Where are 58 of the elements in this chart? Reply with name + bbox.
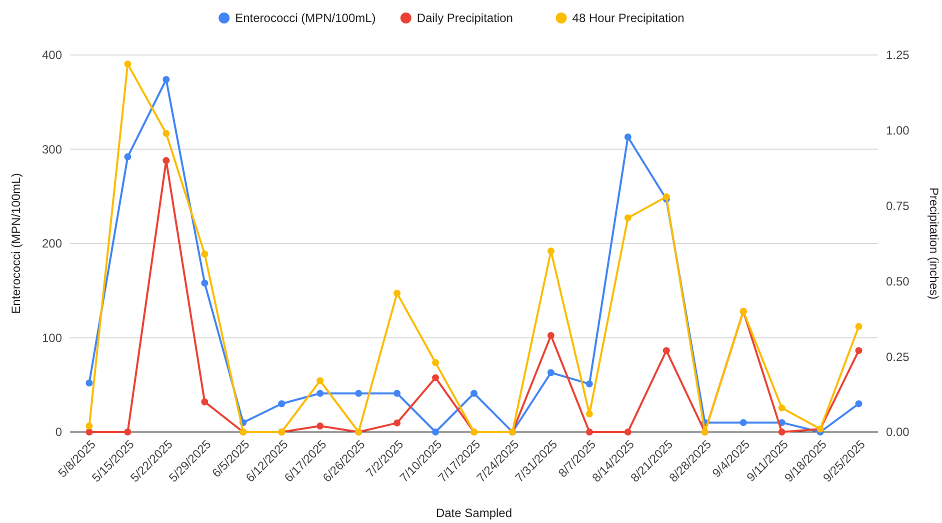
y2-tick-label: 1.25 (886, 48, 910, 62)
point (162, 157, 170, 164)
point (86, 422, 93, 430)
point (201, 280, 208, 287)
point (86, 379, 93, 386)
point (432, 359, 440, 366)
point (547, 248, 554, 255)
point (662, 193, 670, 200)
y2-tick-label: 0.25 (886, 350, 910, 364)
y-tick-label: 100 (42, 330, 62, 345)
point (124, 60, 132, 68)
y2-tick-label: 1.00 (886, 124, 910, 138)
point (86, 428, 93, 436)
point (586, 380, 593, 388)
y2-axis-title: Precipitation (inches) (927, 187, 941, 300)
point (547, 332, 554, 339)
point (586, 428, 593, 436)
point (624, 214, 632, 222)
point (394, 419, 401, 426)
point (855, 322, 862, 330)
point (162, 76, 170, 84)
point (855, 400, 862, 408)
point (778, 404, 786, 412)
point (394, 290, 401, 297)
legend-label: Daily Precipitation (416, 11, 513, 26)
y-tick-label: 300 (42, 142, 62, 156)
point (547, 369, 554, 376)
y2-tick-label: 0.00 (886, 425, 910, 440)
y2-tick-label: 0.75 (886, 199, 910, 213)
point (586, 410, 593, 418)
point (124, 153, 132, 160)
point (470, 390, 478, 397)
point (624, 428, 632, 436)
y-tick-label: 0 (55, 425, 62, 440)
y2-tick-label: 0.50 (886, 274, 910, 288)
point (201, 250, 208, 258)
point (201, 398, 208, 406)
point (316, 422, 324, 430)
y-tick-label: 200 (42, 236, 62, 251)
point (316, 377, 324, 384)
legend-label: Enterococci (MPN/100mL) (235, 11, 376, 26)
legend-label: 48 Hour Precipitation (572, 11, 684, 26)
point (316, 390, 324, 397)
x-axis-title: Date Sampled (436, 506, 512, 520)
y-axis-title: Enterococci (MPN/100mL) (9, 173, 23, 314)
point (162, 130, 170, 137)
y-tick-label: 400 (42, 48, 62, 62)
point (855, 347, 862, 354)
point (278, 400, 286, 408)
point (778, 428, 786, 436)
point (740, 419, 747, 426)
point (662, 347, 670, 354)
point (394, 390, 401, 397)
point (432, 374, 440, 382)
point (432, 428, 440, 436)
point (124, 428, 132, 436)
point (624, 133, 632, 140)
point (355, 390, 362, 397)
